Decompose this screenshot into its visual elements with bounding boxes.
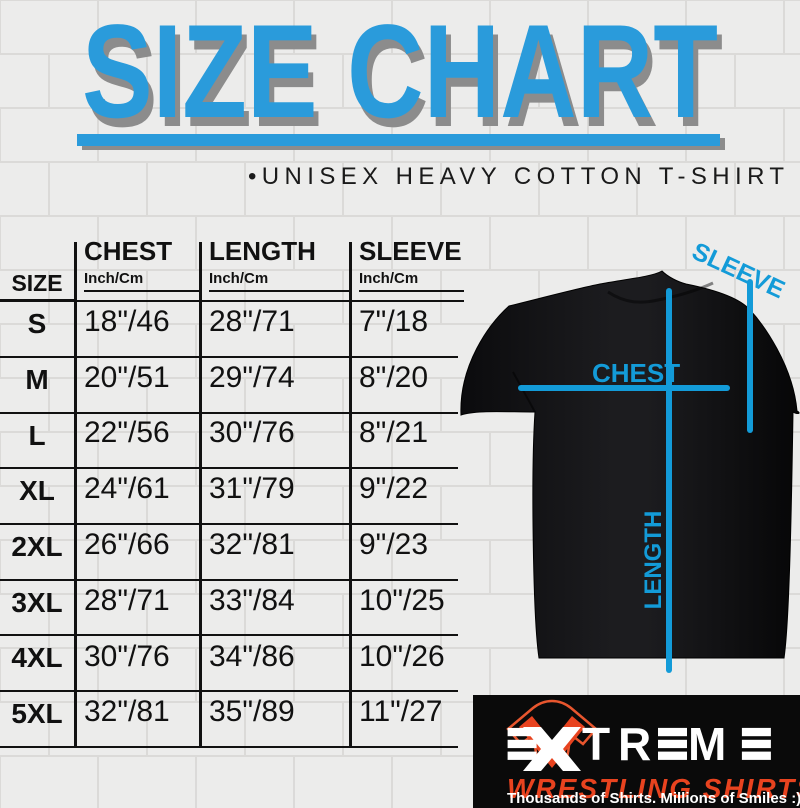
svg-text:Thousands of Shirts. Millions: Thousands of Shirts. Millions of Smiles … [507, 790, 800, 807]
svg-text:LENGTH: LENGTH [640, 511, 667, 610]
svg-text:M: M [688, 718, 726, 770]
svg-text:CHEST: CHEST [592, 358, 680, 388]
svg-text:R: R [618, 718, 651, 770]
svg-text:T: T [582, 718, 610, 770]
